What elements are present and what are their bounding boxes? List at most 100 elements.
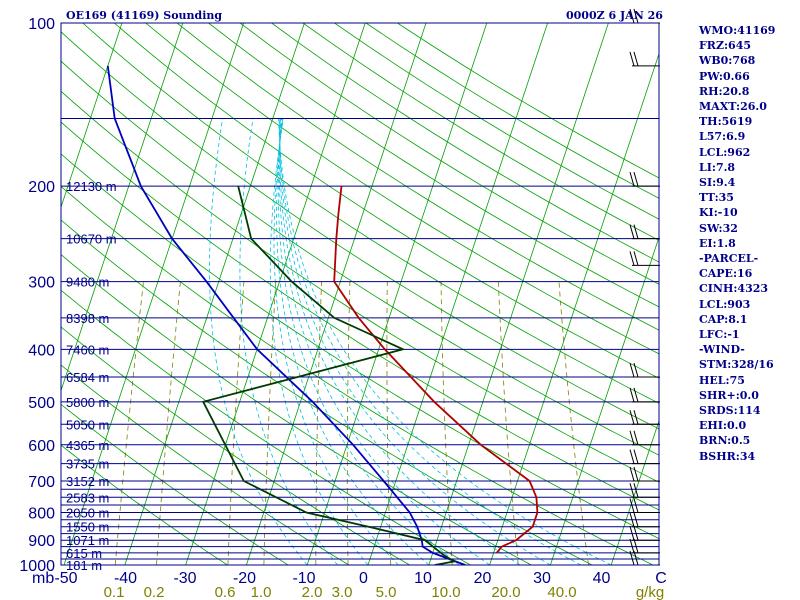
temperature-tick-label: -30 (173, 570, 196, 587)
stability-index-item: CAP:8.1 (699, 312, 748, 326)
wind-barb-flag (633, 512, 639, 527)
stability-index-item: EI:1.8 (699, 236, 736, 250)
pressure-tick-label: 400 (28, 342, 55, 359)
wind-barb-flag (633, 449, 639, 464)
height-label: 1550 m (66, 520, 109, 535)
moist-adiabat (278, 118, 612, 565)
mixing-ratio-tick-label: 0.2 (144, 584, 165, 600)
isotherm-line (489, 52, 659, 565)
wind-barb-flag (633, 224, 639, 239)
moist-adiabat (278, 118, 581, 565)
stability-index-item: SRDS:114 (699, 404, 761, 418)
isotherm-line (61, 23, 184, 392)
wind-barb-flag (633, 466, 639, 482)
stability-index-item: WMO:41169 (699, 24, 776, 37)
pressure-tick-label: 800 (28, 505, 55, 522)
wind-barb-flag (629, 498, 635, 513)
height-label: 1071 m (66, 533, 109, 548)
stability-index-item: LFC:-1 (699, 328, 740, 342)
moist-adiabat (277, 118, 460, 565)
isotherm-line (124, 23, 305, 565)
isotherm-line (306, 23, 488, 565)
wind-barb-flag (633, 430, 639, 445)
height-label: 2050 m (66, 505, 109, 520)
height-label: 615 m (66, 546, 102, 561)
valid-time: 0000Z 6 JAN 26 (566, 9, 663, 22)
height-label: 7460 m (66, 342, 109, 357)
stability-index-item: BRN:0.5 (699, 434, 751, 448)
stability-index-item: BSHR:34 (699, 449, 756, 463)
stability-index-item: CAPE:16 (699, 267, 753, 281)
wind-barb-flag (629, 387, 635, 402)
pressure-tick-label: 200 (28, 179, 55, 196)
stability-indices: WMO:41169 FRZ:645 WB0:768 PW:0.66 RH:20.8 MAX… (699, 23, 775, 464)
moist-adiabat (269, 118, 369, 565)
stability-index-item: LCL:903 (699, 297, 751, 311)
wind-barb-flag (633, 538, 639, 554)
temperature-tick-label: C (655, 570, 667, 587)
isotherm-line (63, 23, 244, 565)
stability-index-item: MAXT:26.0 (699, 100, 767, 114)
wind-barb-flag (629, 8, 635, 24)
stability-index-item: CINH:4323 (699, 282, 769, 296)
mixing-ratio-tick-label: 0.1 (104, 584, 125, 600)
temperature-tick-label: -10 (292, 570, 315, 587)
stability-index-item: LCL:962 (699, 145, 751, 159)
height-label: 8398 m (66, 311, 109, 326)
isotherm-line (246, 23, 427, 565)
isotherm-line (185, 23, 366, 565)
pressure-axis-label: mb (32, 570, 54, 587)
height-label: 9480 m (66, 275, 109, 290)
wind-barb-flag (633, 8, 639, 24)
pressure-tick-label: 900 (28, 533, 55, 550)
wind-barb-flag (629, 526, 635, 541)
isotherm-line (367, 23, 548, 565)
mixing-ratio-tick-label: g/kg (636, 584, 664, 600)
moist-adiabat (278, 118, 490, 565)
wind-barb-flag (633, 172, 639, 187)
height-label: 4365 m (66, 438, 109, 453)
dry-adiabat (61, 60, 659, 456)
mixing-ratio-line (558, 281, 589, 565)
moist-adiabat (273, 118, 399, 565)
stability-index-item: SHR+:0.0 (699, 388, 759, 402)
stability-index-item: PW:0.66 (699, 69, 750, 83)
wind-barb-flag (633, 410, 639, 425)
temperature-profile (333, 186, 539, 554)
stability-index-item: SI:9.4 (699, 176, 736, 190)
moist-adiabat (276, 118, 430, 565)
wind-barb-flag (629, 430, 635, 445)
stability-index-item: TH:5619 (699, 115, 753, 129)
moist-adiabat (239, 118, 338, 565)
pressure-tick-label: 100 (28, 16, 55, 33)
wind-barb-flag (629, 483, 635, 498)
stability-index-item: RH:20.8 (699, 84, 750, 98)
stability-index-item: -WIND- (699, 343, 745, 357)
height-label: 6584 m (66, 370, 109, 385)
temperature-tick-label: 0 (359, 570, 368, 587)
stability-index-item: KI:-10 (699, 206, 738, 220)
pressure-tick-label: 500 (28, 395, 55, 412)
wind-barb-flag (629, 538, 635, 554)
wind-barb-flag (629, 449, 635, 464)
pressure-tick-label: 300 (28, 275, 55, 292)
mixing-ratio-tick-label: 2.0 (302, 584, 323, 600)
wind-barb-flag (633, 51, 639, 67)
stability-index-item: SW:32 (699, 221, 738, 235)
temperature-tick-label: 10 (414, 570, 432, 587)
dewpoint-profile (201, 185, 457, 565)
height-label: 10670 m (66, 232, 117, 247)
height-label: 5800 m (66, 395, 109, 410)
mixing-ratio-tick-label: 1.0 (251, 584, 272, 600)
wetbulb-profile (106, 65, 466, 565)
dry-adiabat (61, 90, 659, 483)
isotherm-line (428, 23, 609, 565)
mixing-ratio-line (156, 281, 181, 565)
wind-barb-flag (629, 51, 635, 67)
mixing-ratio-tick-label: 5.0 (376, 584, 397, 600)
wind-barb-flag (629, 172, 635, 187)
wind-barb-flag (633, 251, 639, 266)
wind-barb-flag (629, 550, 635, 566)
temperature-tick-label: 30 (533, 570, 551, 587)
